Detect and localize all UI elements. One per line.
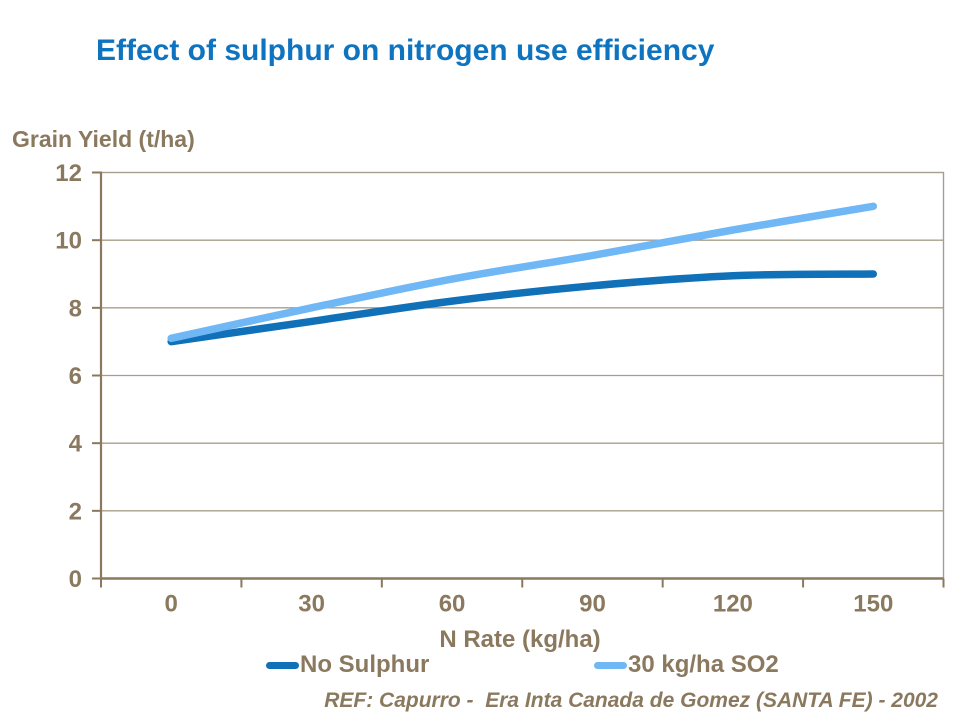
reference-text: REF: Capurro - Era Inta Canada de Gomez … (324, 689, 938, 712)
x-tick-label: 30 (298, 591, 325, 618)
series-line-no-sulphur (167, 270, 878, 346)
y-tick-label: 8 (69, 295, 82, 322)
series-line-30-kg-ha-so2 (167, 202, 878, 343)
x-tick-label: 150 (853, 591, 893, 618)
legend-item-no-sulphur: No Sulphur (266, 651, 429, 679)
y-axis-title: Grain Yield (t/ha) (12, 126, 195, 152)
chart-legend: No Sulphur 30 kg/ha SO2 (0, 651, 960, 679)
x-tick-label: 120 (713, 591, 753, 618)
legend-label: 30 kg/ha SO2 (628, 651, 779, 678)
x-tick-label: 60 (439, 591, 466, 618)
legend-item-so2: 30 kg/ha SO2 (594, 651, 779, 679)
y-tick-label: 10 (55, 228, 82, 255)
x-tick-label: 90 (579, 591, 606, 618)
x-tick-label: 0 (165, 591, 178, 618)
x-axis-title: N Rate (kg/ha) (439, 626, 601, 653)
y-tick-label: 0 (69, 566, 82, 593)
chart-title: Effect of sulphur on nitrogen use effici… (96, 34, 715, 67)
y-tick-label: 6 (69, 363, 82, 390)
y-tick-label: 4 (69, 431, 83, 458)
legend-swatch-so2 (594, 661, 627, 669)
legend-swatch-no-sulphur (266, 661, 299, 669)
y-tick-label: 2 (69, 498, 82, 525)
legend-label: No Sulphur (300, 651, 430, 678)
y-tick-label: 12 (55, 160, 82, 187)
